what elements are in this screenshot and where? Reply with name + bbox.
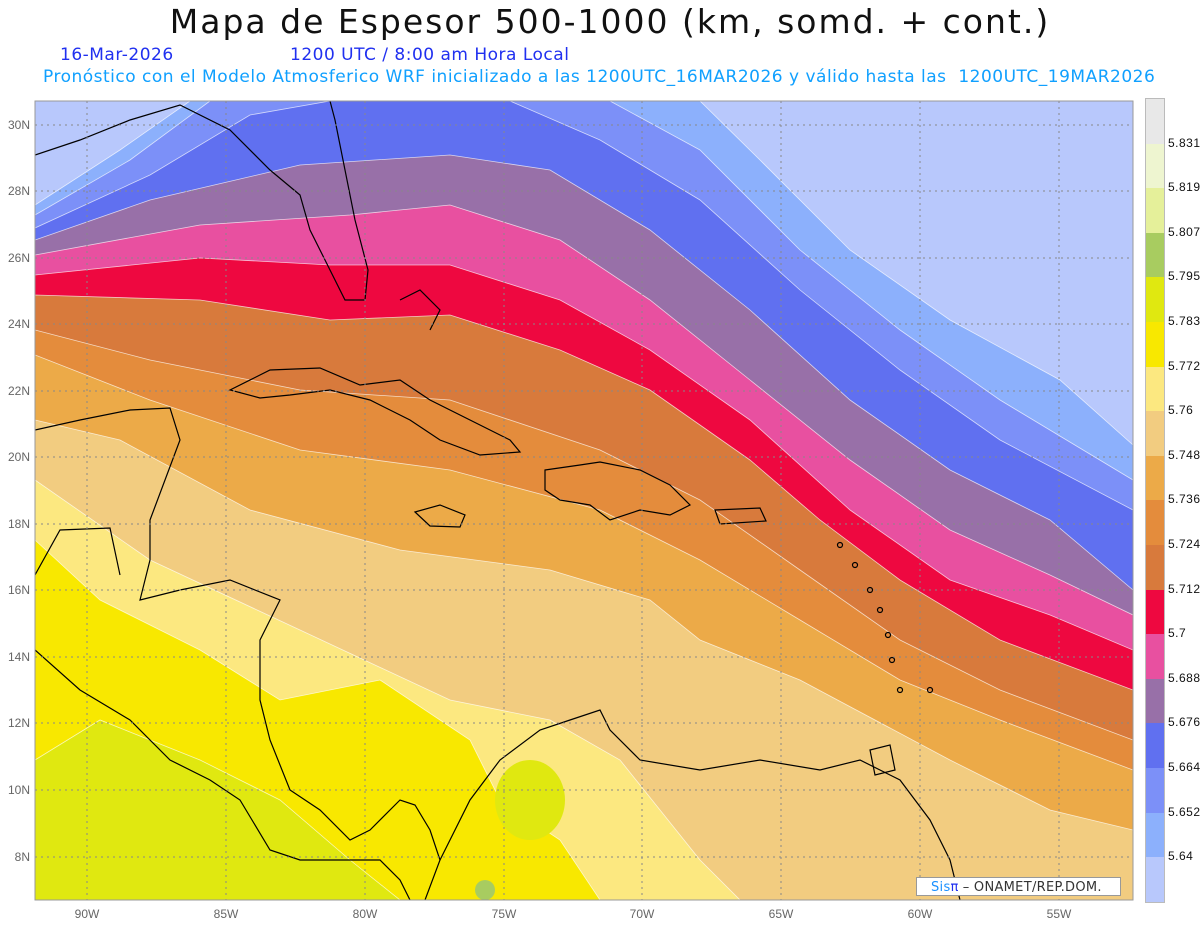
colorbar-bin	[1146, 812, 1164, 858]
contour-fill-bands	[35, 101, 1133, 900]
colorbar-bin	[1146, 143, 1164, 189]
lon-label: 70W	[630, 907, 655, 921]
map-title: Mapa de Espesor 500-1000 (km, somd. + co…	[169, 2, 1051, 41]
lon-label: 75W	[492, 907, 517, 921]
colorbar-label: 5.783	[1168, 314, 1200, 328]
coastline	[228, 367, 522, 456]
pi-logo: π	[950, 880, 959, 895]
colorbar-label: 5.772	[1168, 358, 1200, 373]
colorbar-label: 5.7	[1168, 626, 1187, 641]
lat-label: 20N	[8, 450, 30, 464]
colorbar-label: 5.664	[1168, 760, 1200, 774]
colorbar-bin	[1146, 411, 1164, 456]
colorbar-bin	[1146, 544, 1164, 590]
lat-label: 10N	[8, 783, 30, 797]
lon-label: 55W	[1047, 907, 1072, 921]
coastline	[35, 649, 411, 900]
colorbar-bin	[1146, 188, 1164, 233]
colorbar	[1145, 98, 1165, 903]
colorbar-label: 5.819	[1168, 180, 1200, 195]
lat-label: 24N	[8, 317, 30, 331]
forecast-time: 1200 UTC / 8:00 am Hora Local	[290, 45, 570, 65]
coastline	[35, 101, 369, 301]
colorbar-label: 5.736	[1168, 492, 1200, 507]
island	[884, 631, 892, 639]
lon-label: 90W	[75, 907, 100, 921]
lat-label: 16N	[8, 583, 30, 597]
coastline	[413, 504, 466, 528]
colorbar-label: 5.76	[1168, 403, 1194, 418]
coastline	[714, 507, 767, 525]
colorbar-label: 5.652	[1168, 804, 1200, 819]
colorbar-label: 5.807	[1168, 224, 1200, 239]
colorbar-bin	[1146, 277, 1164, 322]
lat-label: 26N	[8, 251, 30, 265]
colorbar-label: 5.724	[1168, 537, 1200, 551]
colorbar-bin	[1146, 455, 1164, 501]
lon-label: 85W	[214, 907, 239, 921]
lat-label: 12N	[8, 716, 30, 730]
coastline	[439, 709, 961, 900]
colorbar-bin	[1146, 589, 1164, 635]
colorbar-bin	[1146, 678, 1164, 724]
credit-text: – ONAMET/REP.DOM.	[962, 880, 1102, 895]
colorbar-label: 5.748	[1168, 447, 1200, 462]
credit-brand: Sis	[931, 880, 951, 895]
contour-band	[495, 760, 565, 840]
gridlines	[35, 101, 1133, 900]
map-frame	[34, 100, 1134, 901]
axis-labels: 90W 85W 80W 75W 70W 65W 60W 55W 30N 28N 26N 24N 22N 2…	[8, 118, 1072, 921]
coastline	[35, 527, 121, 576]
colorbar-bin	[1146, 723, 1164, 768]
island	[866, 586, 874, 594]
forecast-description: Pronóstico con el Modelo Atmosferico WRF…	[43, 67, 1156, 87]
colorbar-bin	[1146, 500, 1164, 545]
lon-label: 80W	[353, 907, 378, 921]
colorbar-label: 5.676	[1168, 715, 1200, 730]
colorbar-bin	[1146, 232, 1164, 278]
coastlines	[35, 101, 961, 900]
colorbar-bin	[1146, 634, 1164, 679]
colorbar-bin	[1146, 857, 1164, 902]
lon-label: 60W	[908, 907, 933, 921]
colorbar-label: 5.688	[1168, 670, 1200, 685]
coastline	[869, 744, 896, 776]
credit-box: Sisπ – ONAMET/REP.DOM.	[916, 877, 1121, 896]
island	[888, 656, 896, 664]
colorbar-bin	[1146, 366, 1164, 412]
colorbar-label: 5.712	[1168, 581, 1200, 596]
colorbar-label: 5.795	[1168, 269, 1200, 284]
colorbar-label: 5.831	[1168, 135, 1200, 150]
contour-band	[35, 719, 401, 900]
colorbar-bin	[1146, 99, 1164, 144]
lat-label: 14N	[8, 650, 30, 664]
lon-label: 65W	[769, 907, 794, 921]
forecast-date: 16-Mar-2026	[60, 45, 174, 65]
lat-label: 8N	[15, 850, 30, 864]
lat-label: 28N	[8, 184, 30, 198]
island	[896, 686, 904, 694]
island	[836, 541, 844, 549]
contour-band	[475, 880, 495, 900]
island	[926, 686, 934, 694]
lat-label: 22N	[8, 384, 30, 398]
colorbar-bin	[1146, 321, 1164, 367]
colorbar-bin	[1146, 767, 1164, 813]
coastline	[544, 461, 692, 521]
coastline	[399, 289, 441, 331]
island	[851, 561, 859, 569]
lat-label: 30N	[8, 118, 30, 132]
coastline	[35, 407, 441, 900]
lat-label: 18N	[8, 517, 30, 531]
island	[876, 606, 884, 614]
colorbar-label: 5.64	[1168, 849, 1194, 864]
